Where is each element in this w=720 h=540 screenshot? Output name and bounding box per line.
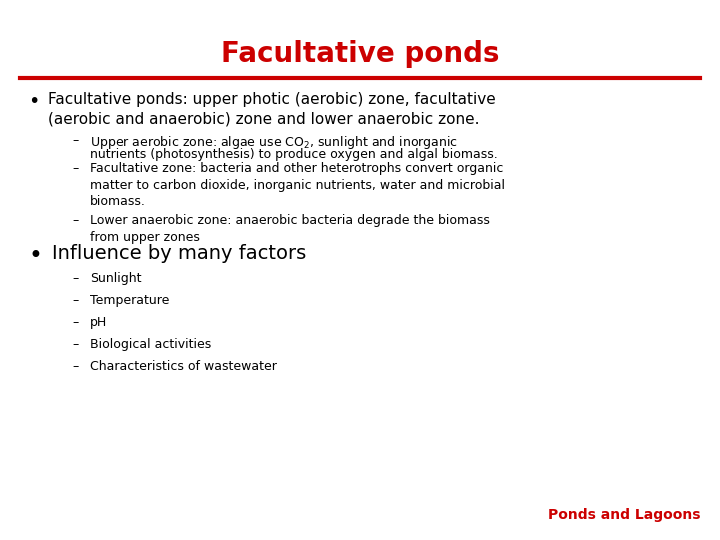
- Text: Sunlight: Sunlight: [90, 272, 142, 285]
- Text: –: –: [72, 214, 78, 227]
- Text: Influence by many factors: Influence by many factors: [52, 244, 306, 263]
- Text: •: •: [28, 92, 40, 111]
- Text: Temperature: Temperature: [90, 294, 169, 307]
- Text: Biological activities: Biological activities: [90, 338, 211, 351]
- Text: –: –: [72, 294, 78, 307]
- Text: –: –: [72, 272, 78, 285]
- Text: Facultative ponds: Facultative ponds: [221, 40, 499, 68]
- Text: Facultative zone: bacteria and other heterotrophs convert organic
matter to carb: Facultative zone: bacteria and other het…: [90, 162, 505, 208]
- Text: –: –: [72, 316, 78, 329]
- Text: –: –: [72, 360, 78, 373]
- Text: Lower anaerobic zone: anaerobic bacteria degrade the biomass
from upper zones: Lower anaerobic zone: anaerobic bacteria…: [90, 214, 490, 244]
- Text: Characteristics of wastewater: Characteristics of wastewater: [90, 360, 277, 373]
- Text: •: •: [28, 244, 42, 268]
- Text: –: –: [72, 134, 78, 147]
- Text: –: –: [72, 338, 78, 351]
- Text: Upper aerobic zone: algae use CO$_2$, sunlight and inorganic: Upper aerobic zone: algae use CO$_2$, su…: [90, 134, 458, 151]
- Text: Facultative ponds: upper photic (aerobic) zone, facultative
(aerobic and anaerob: Facultative ponds: upper photic (aerobic…: [48, 92, 496, 126]
- Text: nutrients (photosynthesis) to produce oxygen and algal biomass.: nutrients (photosynthesis) to produce ox…: [90, 148, 498, 161]
- Text: pH: pH: [90, 316, 107, 329]
- Text: Ponds and Lagoons: Ponds and Lagoons: [547, 508, 700, 522]
- Text: –: –: [72, 162, 78, 175]
